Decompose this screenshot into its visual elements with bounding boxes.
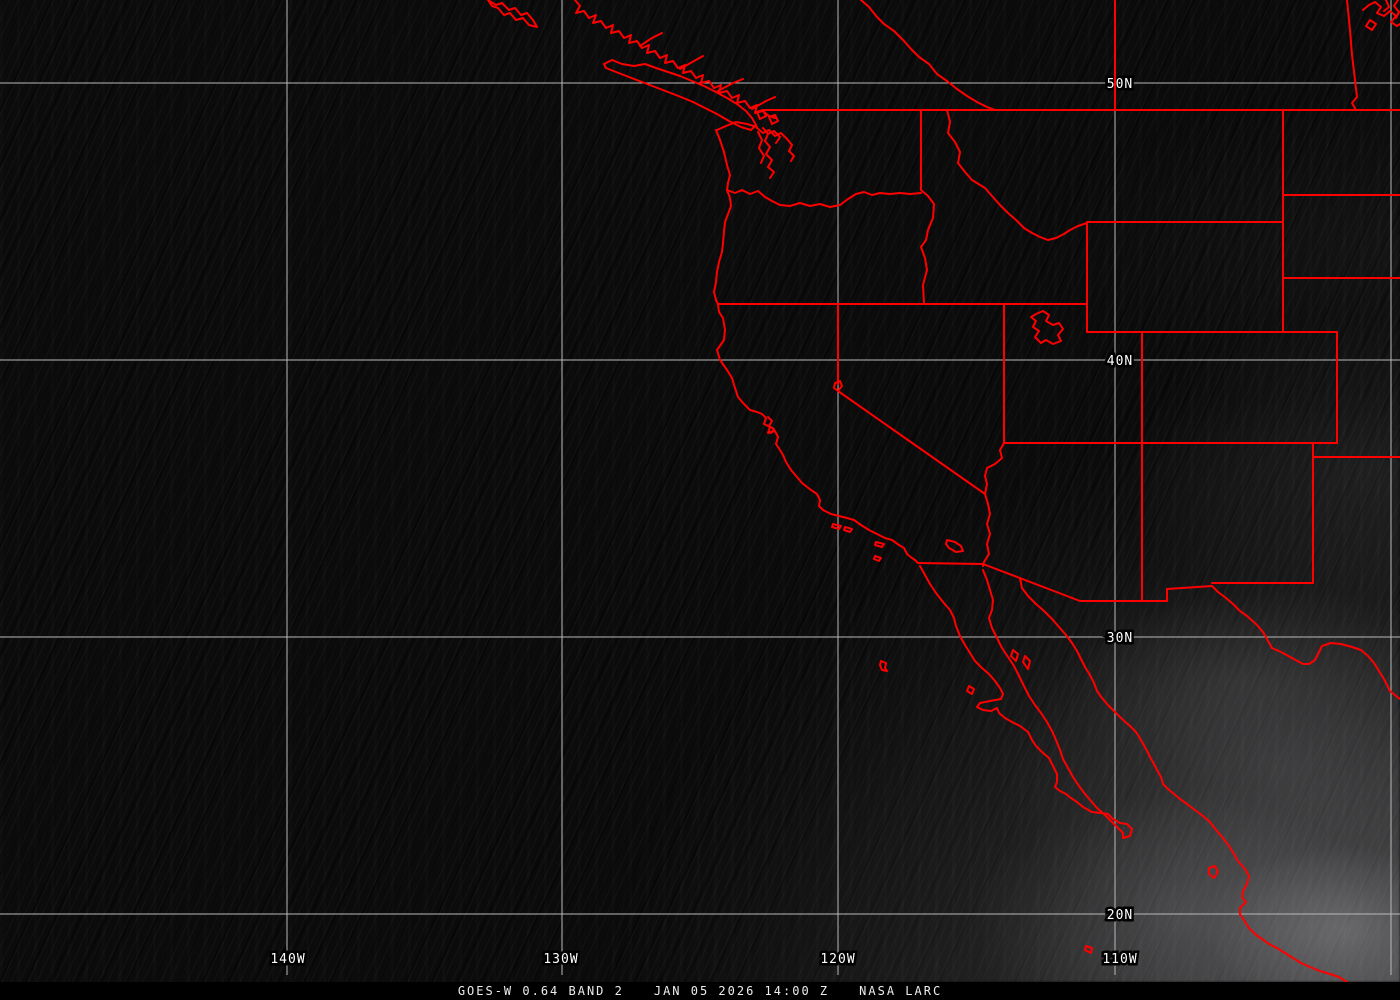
border-nm-tx — [1211, 442, 1400, 584]
strait-juan-de-fuca — [716, 121, 758, 131]
caption-credit: NASA LARC — [859, 984, 943, 998]
lon-label-110w: 110W — [1102, 952, 1137, 967]
guadalupe-island — [879, 660, 888, 672]
coastline-nw-island — [487, 0, 538, 28]
border-wa-id — [920, 109, 935, 305]
caption-bar: GOES-W 0.64 BAND 2 JAN 05 2026 14:00 Z N… — [0, 982, 1400, 1000]
map-boundaries — [487, 0, 1400, 982]
lake-tahoe — [833, 380, 843, 392]
border-wa-or-columbia — [726, 189, 922, 208]
border-id-mt — [946, 109, 1088, 241]
caption-datetime: JAN 05 2026 14:00 Z — [653, 984, 830, 998]
vancouver-island — [603, 59, 757, 131]
lon-label-130w: 130W — [543, 952, 578, 967]
great-salt-lake — [1030, 310, 1064, 345]
coastline-olympic — [715, 129, 731, 191]
lat-label-30n: 30N — [1107, 631, 1133, 646]
border-bc-alberta — [860, 0, 996, 111]
colorado-river-nv-az — [984, 442, 1005, 495]
coastline-baja-pacific — [919, 565, 1133, 839]
channel-islands — [831, 523, 885, 562]
puget-sound — [757, 127, 781, 179]
graticule-labels: 50N 40N 30N 20N 140W 130W 120W 110W — [268, 75, 1139, 970]
cedros-island — [966, 685, 975, 695]
san-juan-islands — [756, 109, 779, 125]
islas-marias — [1084, 865, 1219, 954]
lat-label-50n: 50N — [1107, 77, 1133, 92]
colorado-river-ca-az — [982, 493, 991, 567]
border-us-mexico — [917, 562, 1213, 602]
san-francisco-bay — [767, 416, 775, 434]
coastline-baja-gulf — [982, 569, 1124, 839]
lat-label-40n: 40N — [1107, 354, 1133, 369]
lat-label-20n: 20N — [1107, 908, 1133, 923]
border-ca-nv-diagonal — [837, 390, 986, 495]
gulf-of-california-islands — [1010, 649, 1031, 670]
graticule — [0, 0, 1400, 975]
coastline-sonora-sinaloa — [1019, 577, 1348, 982]
rio-grande — [1211, 585, 1400, 700]
salton-sea — [945, 539, 964, 553]
boundary-canada-east — [1346, 0, 1358, 111]
lon-label-120w: 120W — [820, 952, 855, 967]
coastline-west-coast — [713, 189, 919, 564]
bc-fjord-inlets — [639, 32, 776, 110]
lon-label-140w: 140W — [270, 952, 305, 967]
lakes-top-right — [1362, 0, 1400, 31]
coastline-bc-mainland — [574, 0, 776, 119]
caption-product: GOES-W 0.64 BAND 2 — [457, 984, 624, 998]
